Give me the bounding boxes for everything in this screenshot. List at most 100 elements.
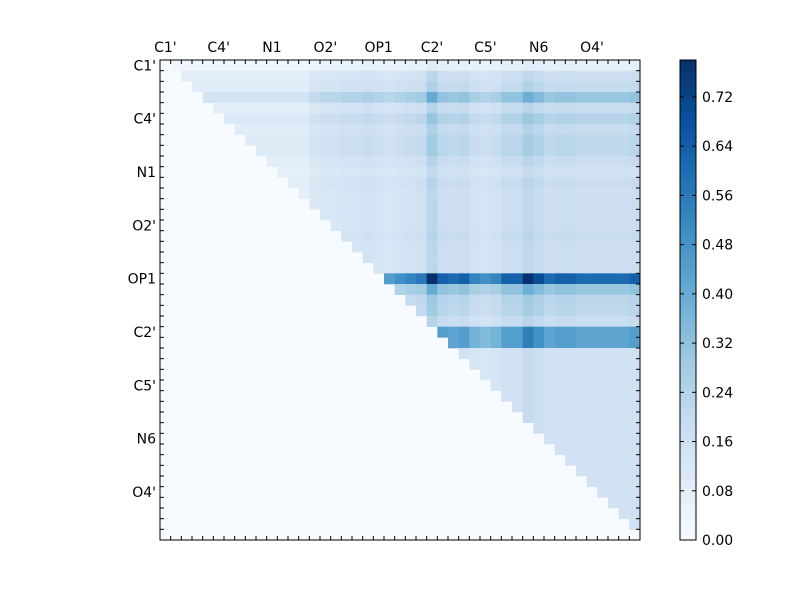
- heatmap-cell: [586, 369, 598, 381]
- heatmap-cell: [544, 380, 555, 391]
- heatmap-cell: [544, 390, 555, 402]
- heatmap-cell: [501, 305, 513, 317]
- heatmap-cell: [544, 252, 555, 263]
- y-tick-label: N6: [137, 432, 156, 448]
- heatmap-cell: [352, 145, 363, 157]
- heatmap-cell: [384, 166, 395, 178]
- heatmap-cell: [458, 92, 470, 103]
- heatmap-cell: [213, 60, 225, 71]
- heatmap-cell: [533, 230, 545, 242]
- heatmap-cell: [544, 262, 555, 274]
- heatmap-cell: [618, 401, 630, 413]
- heatmap-cell: [405, 188, 417, 199]
- heatmap-cell: [288, 81, 299, 93]
- heatmap-cell: [341, 209, 353, 221]
- heatmap-cell: [565, 444, 577, 455]
- heatmap-cell: [618, 156, 630, 167]
- heatmap-cell: [597, 380, 609, 391]
- heatmap-cell: [629, 241, 641, 253]
- heatmap-cell: [288, 113, 299, 125]
- heatmap-cell: [522, 401, 534, 413]
- heatmap-cell: [330, 92, 342, 103]
- heatmap-cell: [480, 188, 491, 199]
- heatmap-cell: [469, 220, 481, 231]
- heatmap-cell: [405, 156, 417, 167]
- heatmap-cell: [608, 390, 619, 402]
- heatmap-cell: [501, 369, 513, 381]
- heatmap-cell: [469, 81, 481, 93]
- heatmap-cell: [576, 444, 587, 455]
- heatmap-cell: [448, 70, 459, 82]
- heatmap-cell: [554, 433, 566, 445]
- heatmap-cell: [618, 476, 630, 487]
- heatmap-cell: [490, 326, 502, 338]
- heatmap-cell: [480, 262, 491, 274]
- heatmap-cell: [597, 305, 609, 317]
- heatmap-cell: [544, 70, 555, 82]
- heatmap-cell: [576, 326, 587, 338]
- heatmap-cell: [597, 476, 609, 487]
- heatmap-cell: [298, 145, 310, 157]
- heatmap-cell: [629, 113, 641, 125]
- heatmap-cell: [277, 113, 289, 125]
- heatmap-cell: [384, 70, 395, 82]
- heatmap-cell: [554, 166, 566, 178]
- heatmap-cell: [618, 124, 630, 135]
- heatmap-cell: [448, 81, 459, 93]
- heatmap-cell: [544, 60, 555, 71]
- heatmap-cell: [490, 145, 502, 157]
- heatmap-cell: [586, 124, 598, 135]
- heatmap-cell: [544, 412, 555, 423]
- heatmap-cell: [469, 305, 481, 317]
- heatmap-cell: [608, 102, 619, 114]
- heatmap-cell: [426, 220, 438, 231]
- heatmap-cell: [448, 252, 459, 263]
- heatmap-cell: [608, 60, 619, 71]
- heatmap-cell: [522, 230, 534, 242]
- heatmap-cell: [576, 390, 587, 402]
- heatmap-cell: [458, 337, 470, 349]
- heatmap-cell: [448, 156, 459, 167]
- heatmap-cell: [437, 166, 449, 178]
- heatmap-cell: [405, 294, 417, 306]
- heatmap-cell: [416, 113, 427, 125]
- heatmap-cell: [533, 401, 545, 413]
- heatmap-cell: [629, 369, 641, 381]
- heatmap-cell: [266, 124, 278, 135]
- heatmap-cell: [426, 134, 438, 146]
- heatmap-cell: [608, 124, 619, 135]
- heatmap-cell: [501, 326, 513, 338]
- heatmap-cell: [501, 113, 513, 125]
- heatmap-cell: [565, 454, 577, 466]
- heatmap-cell: [330, 70, 342, 82]
- heatmap-cell: [437, 81, 449, 93]
- heatmap-cell: [565, 81, 577, 93]
- x-tick-label: OP1: [364, 40, 392, 56]
- heatmap-cell: [544, 156, 555, 167]
- heatmap-cell: [629, 177, 641, 189]
- heatmap-cell: [448, 294, 459, 306]
- heatmap-cell: [512, 390, 523, 402]
- heatmap-cell: [544, 113, 555, 125]
- heatmap-cell: [554, 60, 566, 71]
- heatmap-cell: [565, 177, 577, 189]
- heatmap-cell: [416, 305, 427, 317]
- heatmap-cell: [608, 476, 619, 487]
- heatmap-cell: [597, 337, 609, 349]
- heatmap-cell: [597, 348, 609, 359]
- heatmap-cell: [618, 486, 630, 498]
- heatmap-cell: [597, 358, 609, 370]
- heatmap-cell: [490, 380, 502, 391]
- heatmap-cell: [554, 70, 566, 82]
- heatmap-cell: [298, 156, 310, 167]
- heatmap-cell: [213, 81, 225, 93]
- heatmap-cell: [394, 92, 406, 103]
- heatmap-cell: [437, 284, 449, 295]
- heatmap-cell: [501, 188, 513, 199]
- heatmap-cell: [490, 358, 502, 370]
- heatmap-cell: [629, 198, 641, 210]
- heatmap-cell: [170, 60, 182, 71]
- heatmap-cell: [586, 70, 598, 82]
- heatmap-cell: [586, 102, 598, 114]
- heatmap-cell: [362, 124, 374, 135]
